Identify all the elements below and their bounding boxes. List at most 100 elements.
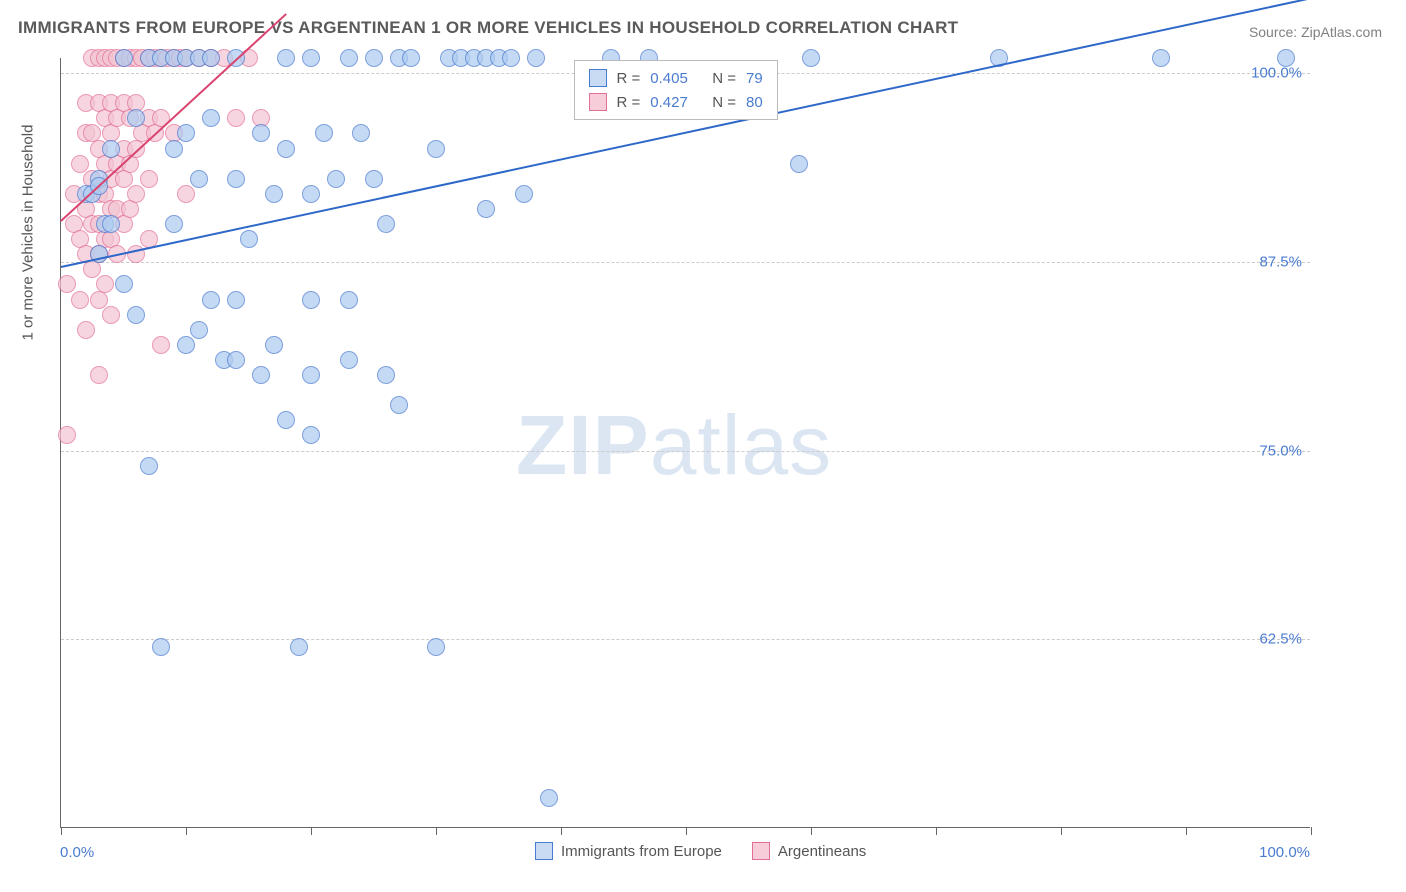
watermark-atlas: atlas [650,398,832,492]
scatter-point-europe [127,306,145,324]
scatter-point-argentineans [140,170,158,188]
scatter-point-europe [527,49,545,67]
scatter-point-europe [302,366,320,384]
scatter-point-argentineans [227,109,245,127]
scatter-point-europe [265,185,283,203]
trend-line-europe [61,0,1311,269]
scatter-point-europe [377,215,395,233]
legend-swatch [752,842,770,860]
legend-n-value: 80 [746,94,763,111]
scatter-point-europe [227,351,245,369]
x-tick-label-right: 100.0% [1259,844,1310,861]
scatter-point-argentineans [71,155,89,173]
scatter-point-europe [327,170,345,188]
scatter-point-europe [102,215,120,233]
scatter-point-europe [352,124,370,142]
x-tick [311,827,312,835]
scatter-point-argentineans [96,275,114,293]
scatter-point-europe [315,124,333,142]
scatter-point-europe [190,321,208,339]
scatter-point-europe [377,366,395,384]
scatter-point-europe [152,638,170,656]
y-tick-label: 100.0% [1251,65,1302,82]
scatter-point-europe [1277,49,1295,67]
source-attribution: Source: ZipAtlas.com [1249,24,1382,40]
scatter-point-argentineans [127,185,145,203]
scatter-point-europe [502,49,520,67]
scatter-point-europe [102,140,120,158]
chart-title: IMMIGRANTS FROM EUROPE VS ARGENTINEAN 1 … [18,18,958,38]
scatter-point-argentineans [71,291,89,309]
scatter-point-europe [265,336,283,354]
scatter-point-europe [365,49,383,67]
scatter-point-europe [302,185,320,203]
scatter-point-europe [165,215,183,233]
x-tick [1061,827,1062,835]
x-tick-label-left: 0.0% [60,844,94,861]
scatter-point-europe [302,291,320,309]
correlation-legend-row: R = 0.405 N = 79 [589,66,763,90]
scatter-point-europe [427,140,445,158]
source-label: Source: [1249,24,1297,40]
scatter-point-europe [177,336,195,354]
legend-r-value: 0.405 [650,70,702,87]
scatter-point-argentineans [152,336,170,354]
scatter-point-europe [340,351,358,369]
correlation-legend: R = 0.405 N = 79 R = 0.427 N = 80 [574,60,778,120]
legend-n-label: N = [712,94,736,111]
source-name: ZipAtlas.com [1301,24,1382,40]
x-tick [811,827,812,835]
scatter-point-europe [240,230,258,248]
scatter-point-europe [140,457,158,475]
scatter-point-argentineans [102,306,120,324]
scatter-point-europe [427,638,445,656]
legend-r-value: 0.427 [650,94,702,111]
scatter-point-europe [252,366,270,384]
x-tick [186,827,187,835]
scatter-point-europe [227,170,245,188]
scatter-point-europe [202,291,220,309]
y-tick-label: 62.5% [1259,631,1302,648]
scatter-point-europe [290,638,308,656]
scatter-point-europe [277,411,295,429]
legend-swatch [589,69,607,87]
legend-item: Argentineans [752,842,866,860]
scatter-plot-area: ZIPatlas 62.5% 75.0% 87.5% 100.0% R = 0.405 N … [60,58,1310,828]
scatter-point-europe [302,426,320,444]
correlation-legend-row: R = 0.427 N = 80 [589,90,763,114]
x-tick [61,827,62,835]
legend-n-value: 79 [746,70,763,87]
x-tick [936,827,937,835]
gridline-h [61,639,1310,640]
watermark: ZIPatlas [516,397,832,494]
x-tick [436,827,437,835]
gridline-h [61,451,1310,452]
legend-item: Immigrants from Europe [535,842,722,860]
scatter-point-europe [477,200,495,218]
scatter-point-europe [190,170,208,188]
legend-swatch [535,842,553,860]
scatter-point-argentineans [58,275,76,293]
scatter-point-europe [227,291,245,309]
scatter-point-europe [202,49,220,67]
scatter-point-europe [365,170,383,188]
scatter-point-europe [340,291,358,309]
legend-n-label: N = [712,70,736,87]
scatter-point-europe [202,109,220,127]
scatter-point-europe [252,124,270,142]
scatter-point-europe [127,109,145,127]
scatter-point-europe [402,49,420,67]
y-tick-label: 87.5% [1259,253,1302,270]
scatter-point-europe [115,49,133,67]
scatter-point-europe [515,185,533,203]
gridline-h [61,262,1310,263]
scatter-point-europe [802,49,820,67]
y-tick-label: 75.0% [1259,442,1302,459]
x-tick [561,827,562,835]
scatter-point-argentineans [177,185,195,203]
scatter-point-argentineans [90,366,108,384]
scatter-point-europe [790,155,808,173]
legend-r-label: R = [617,70,641,87]
scatter-point-europe [277,49,295,67]
legend-r-label: R = [617,94,641,111]
